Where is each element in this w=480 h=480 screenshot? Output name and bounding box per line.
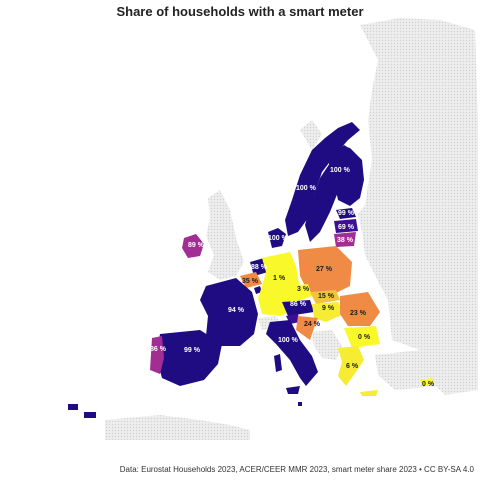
region-romania [340,292,380,326]
region-austria [282,300,314,316]
region-latvia [334,219,358,233]
label-latvia: 69 % [338,224,355,231]
region-estonia [336,208,356,219]
label-spain: 99 % [184,347,201,354]
label-denmark: 100 % [268,235,289,242]
region-bulgaria [344,326,380,348]
value-labels: 100 % 100 % 99 % 69 % 38 % 89 % 100 % 88… [150,167,435,388]
region-poland [298,246,352,296]
russia-land [358,18,478,395]
region-germany [258,252,300,316]
region-hungary [312,302,344,322]
label-bulgaria: 0 % [358,334,371,341]
region-croatia [296,316,318,340]
norway-north-land [300,120,322,150]
label-belgium: 35 % [242,278,259,285]
region-czechia [288,284,312,302]
turkey-land [375,350,450,390]
region-france [200,278,258,346]
label-greece: 6 % [346,363,359,370]
north-africa-land [105,415,250,440]
label-hungary: 9 % [322,305,335,312]
source-note: Data: Eurostat Households 2023, ACER/CEE… [119,465,474,474]
region-crete [360,390,378,396]
background-land [105,18,478,440]
region-portugal [150,336,164,374]
label-ireland: 89 % [188,242,205,249]
region-finland [328,145,364,206]
region-denmark [268,228,286,248]
label-croatia: 24 % [304,321,321,328]
label-poland: 27 % [316,266,333,273]
label-netherlands: 88 % [251,264,268,271]
label-finland: 100 % [330,167,351,174]
label-portugal: 86 % [150,346,167,353]
label-germany: 1 % [273,275,286,282]
region-cyprus [420,378,434,386]
label-italy: 100 % [278,337,299,344]
region-ireland [182,234,204,258]
region-sardinia [274,354,282,372]
label-romania: 23 % [350,310,367,317]
map-title: Share of households with a smart meter [116,4,364,19]
region-slovakia [310,290,340,304]
region-greece [338,346,364,386]
label-slovakia: 15 % [318,293,335,300]
label-sweden: 100 % [296,185,317,192]
region-lithuania [334,232,356,247]
region-norway [285,122,360,236]
region-italy [266,320,318,386]
region-sicily [286,386,300,394]
label-cyprus: 0 % [422,381,435,388]
label-france: 94 % [228,307,245,314]
label-estonia: 99 % [338,210,355,217]
label-austria: 86 % [290,301,307,308]
balkans-land [312,330,342,360]
label-czechia: 3 % [297,286,310,293]
region-spain [156,330,222,386]
region-malta [298,402,302,406]
eu-countries [68,122,434,418]
uk-land [206,190,244,280]
region-belgium [240,272,262,288]
label-lithuania: 38 % [337,237,354,244]
region-canaries [68,404,96,418]
